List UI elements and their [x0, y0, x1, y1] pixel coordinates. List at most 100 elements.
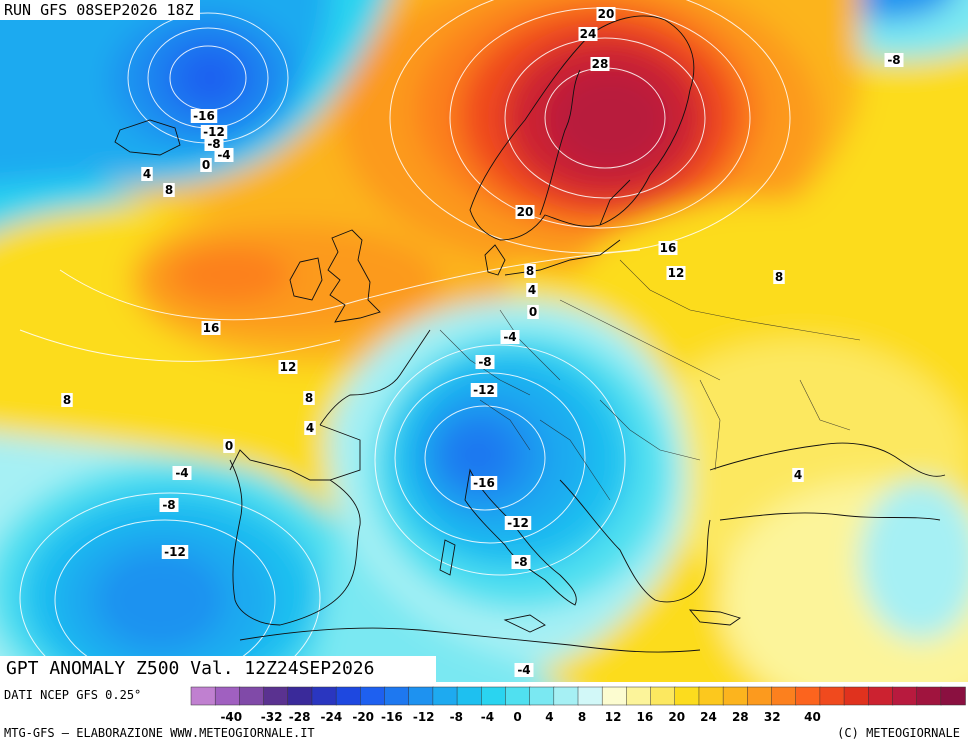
colorbar-swatch: [626, 686, 652, 706]
svg-text:-8: -8: [162, 498, 175, 512]
colorbar-tick-label: -12: [413, 710, 435, 724]
colorbar-tick-label: 40: [804, 710, 821, 724]
svg-text:8: 8: [775, 270, 783, 284]
svg-text:8: 8: [305, 391, 313, 405]
colorbar-swatch: [650, 686, 676, 706]
contour-label: 8: [524, 264, 536, 278]
contour-label: 0: [527, 305, 539, 319]
anomaly-field: [0, 0, 968, 682]
credit-left: MTG-GFS – ELABORAZIONE WWW.METEOGIORNALE…: [4, 726, 315, 740]
contour-label: 16: [658, 241, 678, 255]
contour-label: 16: [201, 321, 221, 335]
svg-text:8: 8: [165, 183, 173, 197]
svg-text:-16: -16: [473, 476, 495, 490]
contour-label: -16: [470, 476, 498, 490]
contour-label: -12: [470, 383, 498, 397]
contour-label: -16: [190, 109, 218, 123]
contour-label: -8: [204, 137, 224, 151]
svg-text:0: 0: [225, 439, 233, 453]
svg-text:24: 24: [580, 27, 597, 41]
contour-label: 12: [278, 360, 298, 374]
colorbar-swatch: [214, 686, 241, 706]
colorbar-swatch: [456, 686, 482, 706]
svg-text:8: 8: [526, 264, 534, 278]
contour-label: 8: [163, 183, 175, 197]
svg-text:20: 20: [517, 205, 534, 219]
colorbar-swatch: [335, 686, 362, 706]
contour-label: -4: [214, 148, 234, 162]
anomaly-map: 20 24 28 -8 -16 -12 -8 -4 0 4 8 20 16 12 8 8 4 0 16 -4 12 -8 8…: [0, 0, 968, 682]
svg-text:-12: -12: [203, 125, 225, 139]
svg-text:-8: -8: [207, 137, 220, 151]
colorbar-tick-label: 0: [513, 710, 521, 724]
colorbar-tick-label: -24: [321, 710, 343, 724]
contour-label: -8: [475, 355, 495, 369]
svg-text:-4: -4: [503, 330, 516, 344]
run-title: RUN GFS 08SEP2026 18Z: [0, 0, 200, 20]
colorbar-tick-label: 8: [578, 710, 586, 724]
svg-text:12: 12: [280, 360, 297, 374]
colorbar-swatch: [868, 686, 894, 706]
contour-label: 12: [666, 266, 686, 280]
colorbar-swatch: [239, 686, 265, 706]
svg-text:4: 4: [794, 468, 802, 482]
colorbar-swatch: [819, 686, 845, 706]
colorbar-tick-label: -32: [261, 710, 283, 724]
svg-text:-8: -8: [514, 555, 527, 569]
colorbar-tick-label: 12: [605, 710, 622, 724]
colorbar-swatch: [190, 686, 216, 706]
svg-text:0: 0: [529, 305, 537, 319]
colorbar-swatch: [916, 686, 942, 706]
colorbar-swatch: [771, 686, 797, 706]
svg-text:28: 28: [592, 57, 609, 71]
contour-label: 8: [61, 393, 73, 407]
svg-text:4: 4: [143, 167, 151, 181]
colorbar-tick-label: -28: [289, 710, 311, 724]
colorbar-swatch: [360, 686, 386, 706]
colorbar-tick-label: 28: [732, 710, 749, 724]
colorbar-swatch: [529, 686, 555, 706]
colorbar-tick-label: 4: [545, 710, 553, 724]
colorbar-tick-label: -16: [381, 710, 403, 724]
colorbar-swatch: [408, 686, 434, 706]
colorbar-swatch: [577, 686, 603, 706]
colorbar-tick-label: 24: [700, 710, 717, 724]
svg-text:4: 4: [306, 421, 314, 435]
colorbar: -40 -32 -28 -24 -20 -16 -12 -8 -4 0 4 8 12 16 20 24 28 32…: [190, 686, 966, 726]
colorbar-tick-label: -8: [450, 710, 463, 724]
colorbar-swatch: [674, 686, 700, 706]
contour-label: 0: [223, 439, 235, 453]
colorbar-swatch: [795, 686, 821, 706]
coastlines: [114, 15, 946, 653]
colorbar-tick-label: 16: [637, 710, 654, 724]
svg-text:-8: -8: [887, 53, 900, 67]
contour-label: -12: [504, 516, 532, 530]
data-source: DATI NCEP GFS 0.25°: [4, 688, 142, 702]
contour-label: 4: [141, 167, 153, 181]
svg-text:-12: -12: [473, 383, 495, 397]
svg-text:-12: -12: [507, 516, 529, 530]
svg-text:12: 12: [668, 266, 685, 280]
svg-text:-16: -16: [193, 109, 215, 123]
colorbar-swatch: [263, 686, 289, 706]
contour-label: 8: [303, 391, 315, 405]
chart-title: GPT ANOMALY Z500 Val. 12Z24SEP2026: [0, 656, 436, 682]
colorbar-swatch: [432, 686, 458, 706]
svg-text:-8: -8: [478, 355, 491, 369]
colorbar-swatch: [722, 686, 749, 706]
contour-label: 20: [515, 205, 535, 219]
colorbar-tick-label: -4: [481, 710, 494, 724]
contour-label: 4: [526, 283, 538, 297]
contour-label: 0: [200, 158, 212, 172]
colorbar-swatch: [481, 686, 507, 706]
contour-label: -4: [500, 330, 520, 344]
svg-text:-4: -4: [217, 148, 230, 162]
colorbar-swatch: [384, 686, 410, 706]
contour-label: 4: [304, 421, 316, 435]
contour-label: -8: [884, 53, 904, 67]
colorbar-swatch: [892, 686, 918, 706]
contour-label: -8: [511, 555, 531, 569]
svg-text:0: 0: [202, 158, 210, 172]
colorbar-swatch: [747, 686, 773, 706]
contour-label: 8: [773, 270, 785, 284]
